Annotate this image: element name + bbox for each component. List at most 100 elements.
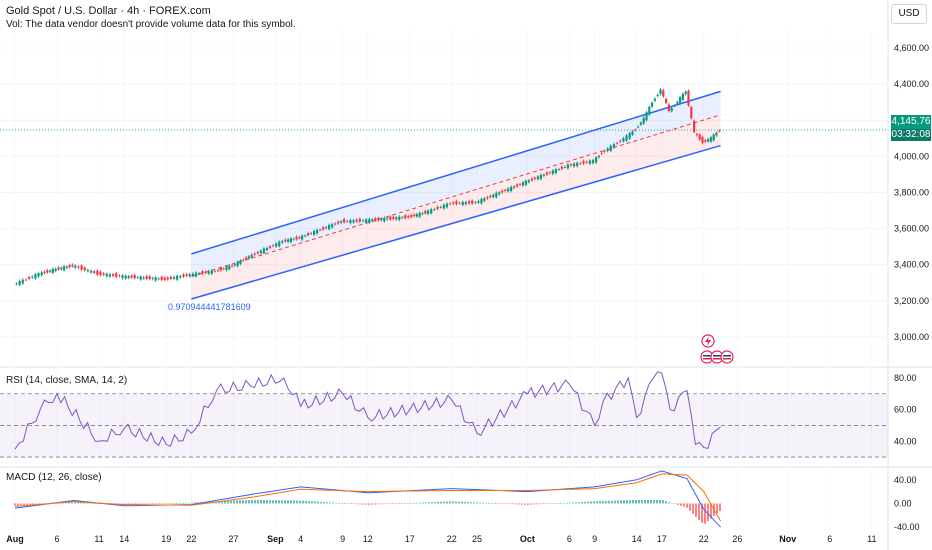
time-tick-label: 6 <box>567 534 572 544</box>
macd-histogram-bar <box>476 502 478 504</box>
channel-upper-fill <box>191 91 721 277</box>
channel-lower-fill <box>191 114 721 300</box>
candle-body <box>389 216 392 220</box>
candle-body <box>225 266 228 271</box>
macd-histogram-bar <box>548 503 550 505</box>
candle-body <box>576 162 579 167</box>
macd-histogram-bar <box>173 503 175 504</box>
macd-histogram-bar <box>692 503 694 514</box>
macd-tick-label: 40.00 <box>894 475 917 485</box>
candle-body <box>96 270 99 275</box>
candle-body <box>80 265 83 270</box>
candle-body <box>619 140 622 142</box>
macd-label[interactable]: MACD (12, 26, close) <box>6 472 102 483</box>
macd-histogram-bar <box>314 501 316 504</box>
candle-body <box>71 264 74 267</box>
candle-body <box>231 265 234 267</box>
macd-histogram-bar <box>341 503 343 504</box>
candle-body <box>436 206 439 209</box>
macd-histogram-bar <box>320 501 322 504</box>
symbol-title[interactable]: Gold Spot / U.S. Dollar · 4h · FOREX.com <box>6 5 211 17</box>
macd-histogram-bar <box>461 501 463 504</box>
rsi-label[interactable]: RSI (14, close, SMA, 14, 2) <box>6 375 128 386</box>
macd-histogram-bar <box>569 502 571 504</box>
macd-histogram-bar <box>635 499 637 504</box>
macd-histogram-bar <box>233 500 235 504</box>
candle-body <box>645 112 648 121</box>
candle-body <box>712 134 715 141</box>
macd-histogram-bar <box>272 500 274 504</box>
macd-histogram-bar <box>98 503 100 505</box>
candle-body <box>695 134 698 136</box>
macd-histogram-bar <box>125 503 127 505</box>
candle-body <box>51 268 54 273</box>
candle-body <box>452 202 455 204</box>
macd-histogram-bar <box>383 503 385 505</box>
macd-histogram-bar <box>413 502 415 504</box>
macd-histogram-bar <box>545 503 547 505</box>
macd-histogram-bar <box>290 500 292 504</box>
macd-histogram-bar <box>503 503 505 505</box>
candle-body <box>213 271 217 272</box>
candle-body <box>228 265 231 270</box>
candle-body <box>176 275 179 280</box>
candle-body <box>548 172 551 174</box>
candle-body <box>507 188 510 192</box>
macd-histogram-bar <box>494 503 496 504</box>
macd-histogram-bar <box>275 500 277 504</box>
currency-selector[interactable]: USD <box>891 4 927 24</box>
candle-body <box>68 264 71 268</box>
candle-body <box>458 202 461 204</box>
macd-histogram-bar <box>593 501 595 504</box>
candle-body <box>542 174 545 176</box>
macd-histogram-bar <box>542 503 544 505</box>
candle-body <box>121 275 124 279</box>
candle-body <box>307 233 310 236</box>
macd-histogram-bar <box>515 503 517 505</box>
candle-body <box>667 104 670 112</box>
macd-histogram-bar <box>350 503 352 505</box>
macd-histogram-bar <box>530 503 532 505</box>
macd-histogram-bar <box>32 503 34 505</box>
candle-body <box>148 276 151 280</box>
candle-body <box>340 221 343 223</box>
candle-body <box>560 166 563 169</box>
macd-histogram-bar <box>566 502 568 504</box>
macd-histogram-bar <box>716 503 718 514</box>
channel-upper-line <box>191 90 721 255</box>
candle-body <box>316 229 319 234</box>
candle-body <box>83 267 86 271</box>
candle-body <box>204 271 207 273</box>
candle-body <box>169 276 172 279</box>
macd-histogram-bar <box>353 503 355 505</box>
macd-histogram-bar <box>326 502 328 504</box>
candle-body <box>709 137 712 142</box>
macd-histogram-bar <box>446 501 448 504</box>
candle-body <box>701 136 704 143</box>
candle-body <box>471 200 474 204</box>
candle-body <box>512 186 516 188</box>
price-tick-label: 3,800.00 <box>894 188 929 198</box>
macd-histogram-bar <box>131 503 133 505</box>
macd-histogram-bar <box>254 499 256 504</box>
bar-countdown: 03:32:08 <box>891 129 931 141</box>
candle-body <box>331 224 334 228</box>
macd-histogram-bar <box>524 503 526 505</box>
candle-body <box>557 169 560 170</box>
time-tick-label: 6 <box>54 534 59 544</box>
macd-histogram-bar <box>581 501 583 504</box>
macd-histogram-bar <box>611 500 613 504</box>
time-tick-label: 11 <box>94 534 103 544</box>
macd-histogram-bar <box>401 503 403 505</box>
candle-body <box>145 276 148 279</box>
candle-body <box>639 122 642 125</box>
candle-body <box>518 184 522 186</box>
candle-body <box>304 235 307 237</box>
flag-stripe <box>723 358 731 360</box>
macd-histogram-bar <box>551 503 553 505</box>
candle-body <box>217 270 220 272</box>
candle-body <box>464 202 467 205</box>
candle-body <box>337 221 340 224</box>
candle-body <box>346 221 349 222</box>
